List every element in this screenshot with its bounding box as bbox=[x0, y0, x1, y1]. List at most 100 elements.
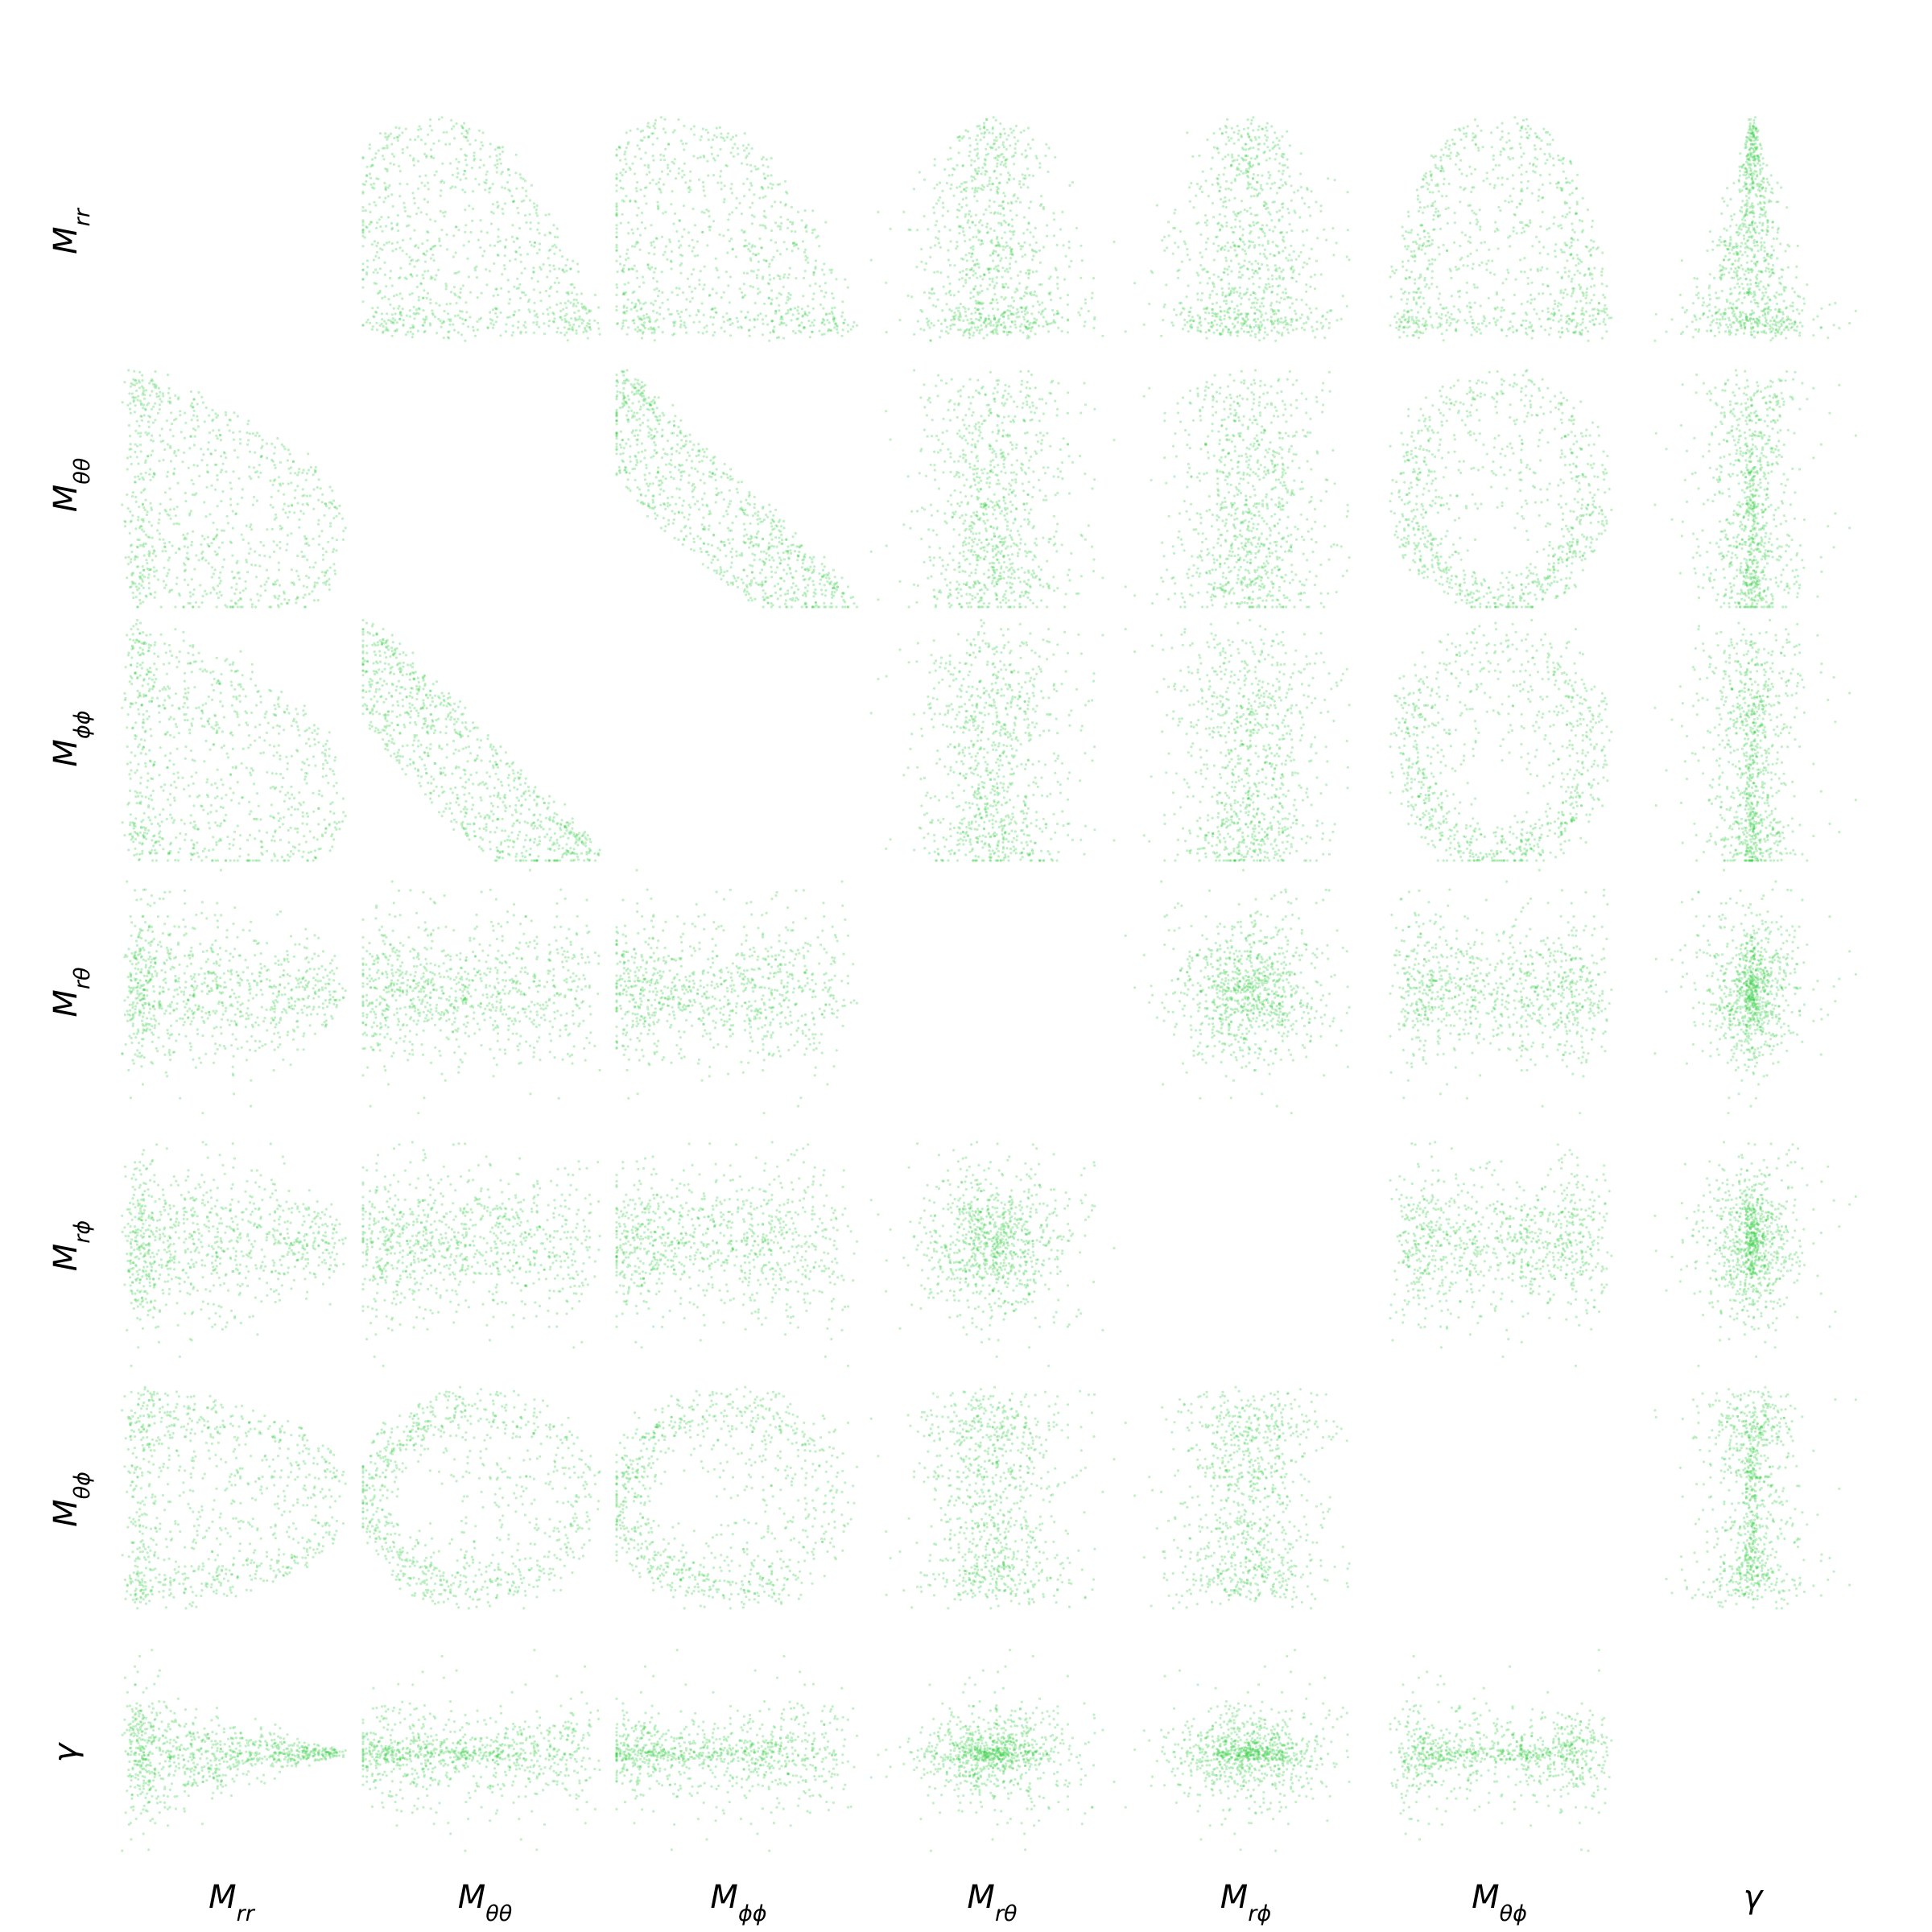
scatter-point bbox=[989, 183, 991, 185]
scatter-point bbox=[991, 242, 993, 244]
scatter-point bbox=[378, 257, 380, 259]
scatter-point bbox=[976, 147, 979, 150]
scatter-point bbox=[773, 277, 775, 279]
scatter-point bbox=[621, 213, 624, 216]
scatter-point bbox=[797, 306, 799, 308]
scatter-point bbox=[663, 317, 665, 320]
scatter-point bbox=[932, 304, 935, 307]
scatter-point bbox=[387, 186, 390, 188]
scatter-point bbox=[1009, 257, 1012, 259]
scatter-point bbox=[632, 232, 634, 234]
scatter-point bbox=[1001, 266, 1004, 269]
scatter-point bbox=[1032, 236, 1034, 238]
scatter-point bbox=[489, 142, 492, 145]
scatter-point bbox=[719, 126, 721, 129]
scatter-point bbox=[481, 141, 483, 143]
scatter-point bbox=[942, 214, 944, 217]
scatter-point bbox=[794, 307, 796, 309]
scatter-point bbox=[471, 167, 473, 169]
scatter-point bbox=[659, 154, 662, 156]
scatter-point bbox=[992, 253, 994, 255]
scatter-point bbox=[525, 221, 527, 224]
scatter-point bbox=[768, 297, 770, 299]
scatter-point bbox=[930, 322, 932, 324]
scatter-point bbox=[964, 315, 967, 317]
scatter-point bbox=[799, 331, 802, 333]
scatter-point bbox=[502, 213, 504, 215]
scatter-point bbox=[999, 245, 1001, 247]
scatter-point bbox=[505, 323, 507, 325]
scatter-point bbox=[716, 182, 719, 184]
scatter-point bbox=[1180, 312, 1183, 314]
scatter-point bbox=[380, 216, 382, 218]
scatter-point bbox=[692, 208, 695, 210]
scatter-point bbox=[1007, 317, 1009, 320]
scatter-point bbox=[973, 191, 976, 193]
scatter-point bbox=[980, 328, 983, 331]
scatter-point bbox=[496, 171, 498, 173]
scatter-point bbox=[690, 128, 692, 130]
panel-Mrr-vs-Mpp bbox=[615, 116, 858, 342]
scatter-point bbox=[824, 291, 827, 294]
scatter-point bbox=[1051, 309, 1054, 312]
scatter-point bbox=[930, 340, 932, 342]
scatter-point bbox=[1204, 221, 1207, 224]
scatter-point bbox=[597, 306, 600, 308]
scatter-point bbox=[822, 308, 824, 310]
scatter-point bbox=[998, 204, 1001, 207]
scatter-point bbox=[777, 225, 779, 227]
scatter-point bbox=[444, 211, 447, 213]
scatter-point bbox=[383, 320, 386, 323]
scatter-point bbox=[385, 285, 387, 287]
scatter-point bbox=[979, 128, 981, 130]
scatter-point bbox=[996, 282, 998, 284]
scatter-point bbox=[1047, 292, 1050, 295]
scatter-point bbox=[707, 175, 709, 177]
scatter-point bbox=[972, 295, 975, 298]
scatter-point bbox=[746, 163, 749, 166]
scatter-point bbox=[977, 187, 980, 189]
scatter-point bbox=[656, 201, 658, 204]
scatter-point bbox=[1056, 244, 1059, 246]
scatter-point bbox=[815, 237, 818, 239]
scatter-point bbox=[397, 214, 399, 217]
scatter-point bbox=[423, 277, 425, 279]
scatter-point bbox=[1018, 183, 1021, 185]
scatter-point bbox=[615, 184, 617, 187]
scatter-point bbox=[779, 253, 782, 255]
scatter-point bbox=[396, 242, 398, 244]
scatter-point bbox=[455, 225, 457, 228]
scatter-point bbox=[411, 332, 414, 335]
scatter-point bbox=[923, 215, 926, 217]
scatter-point bbox=[743, 149, 745, 151]
scatter-point bbox=[625, 171, 627, 173]
scatter-point bbox=[972, 236, 975, 238]
scatter-point bbox=[497, 254, 500, 257]
scatter-point bbox=[1068, 184, 1071, 187]
scatter-point bbox=[956, 164, 959, 167]
scatter-point bbox=[753, 165, 756, 167]
scatter-point bbox=[997, 212, 999, 214]
scatter-point bbox=[368, 230, 370, 233]
scatter-point bbox=[641, 221, 643, 224]
scatter-point bbox=[1033, 317, 1035, 320]
scatter-point bbox=[877, 211, 879, 213]
scatter-point bbox=[805, 230, 807, 233]
scatter-point bbox=[1269, 286, 1271, 288]
scatter-point bbox=[1019, 329, 1022, 332]
scatter-point bbox=[720, 136, 722, 138]
scatter-point bbox=[1023, 318, 1026, 320]
scatter-point bbox=[667, 163, 669, 166]
scatter-point bbox=[390, 222, 393, 225]
scatter-point bbox=[556, 236, 559, 238]
scatter-point bbox=[969, 297, 972, 299]
scatter-point bbox=[573, 287, 576, 289]
scatter-point bbox=[529, 311, 531, 313]
scatter-point bbox=[1034, 291, 1036, 293]
scatter-point bbox=[427, 292, 429, 295]
scatter-point bbox=[758, 196, 761, 199]
scatter-point bbox=[652, 179, 654, 181]
scatter-point bbox=[971, 180, 973, 182]
scatter-point bbox=[1013, 299, 1015, 302]
scatter-point bbox=[997, 159, 999, 161]
